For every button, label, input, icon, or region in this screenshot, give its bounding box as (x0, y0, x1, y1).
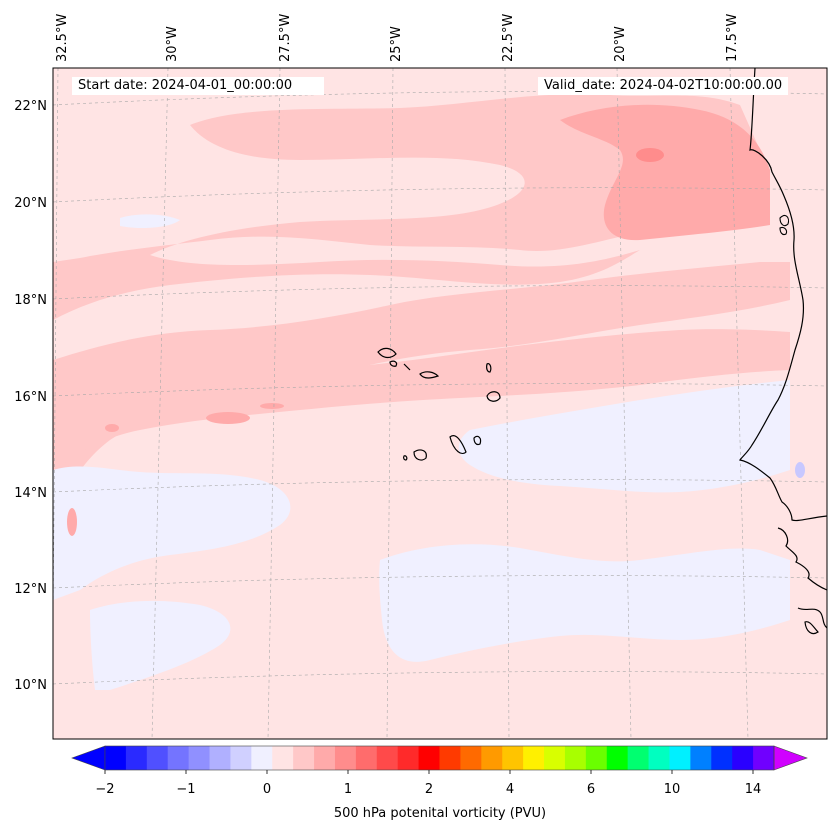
colorbar-swatch (209, 746, 232, 770)
lon-label-30w: 30°W (165, 26, 180, 62)
start-date-label: Start date: 2024-04-01_00:00:00 (72, 77, 324, 95)
pv-neg-patch-west (53, 466, 291, 600)
map-plot-area (53, 68, 827, 739)
pv-spot-1 (636, 148, 664, 162)
lon-label-22-5w: 22.5°W (501, 14, 516, 62)
pv-neg-patch-sw (90, 600, 231, 690)
colorbar-swatch (188, 746, 211, 770)
colorbar-swatch (439, 746, 462, 770)
lat-label-22n: 22°N (14, 99, 47, 114)
colorbar-title: 500 hPa potenital vorticity (PVU) (333, 806, 547, 821)
colorbar-swatch (105, 746, 127, 770)
colorbar-swatch (564, 746, 587, 770)
lon-label-20w: 20°W (613, 26, 628, 62)
colorbar-swatch (606, 746, 629, 770)
colorbar-swatch (627, 746, 650, 770)
lat-label-20n: 20°N (14, 196, 47, 211)
pv-spot-4 (67, 508, 77, 536)
cb-tick-label: −2 (95, 782, 114, 797)
colorbar-tick-labels: −2 −1 0 1 2 4 6 10 14 (95, 782, 761, 797)
cb-tick-label: 10 (664, 782, 681, 797)
colorbar-swatch (125, 746, 148, 770)
colorbar-outline (104, 745, 775, 771)
pv-band-central (53, 329, 790, 470)
lat-label-10n: 10°N (14, 678, 47, 693)
colorbar-swatch (397, 746, 420, 770)
colorbar-swatch (648, 746, 671, 770)
pv-band-north (53, 93, 760, 320)
valid-date-label: Valid_date: 2024-04-02T10:00:00.00 (538, 77, 789, 95)
cb-tick-label: 2 (425, 782, 433, 797)
lat-label-16n: 16°N (14, 390, 47, 405)
cape-verde-islands (377, 347, 501, 461)
coastline-senegal-south (777, 527, 827, 591)
lon-label-25w: 25°W (389, 26, 404, 62)
colorbar-swatch (314, 746, 336, 770)
colorbar-swatch (690, 746, 712, 770)
colorbar-swatch (711, 746, 733, 770)
colorbar (71, 745, 808, 774)
cb-tick-label: 4 (506, 782, 514, 797)
pv-spot-3 (260, 403, 284, 409)
colorbar-swatch (272, 746, 294, 770)
colorbar-swatch (732, 746, 754, 770)
lat-label-14n: 14°N (14, 486, 47, 501)
pv-spot-5 (105, 424, 119, 432)
coastline-guinea (797, 607, 827, 629)
cb-tick-label: 14 (745, 782, 762, 797)
lat-label-18n: 18°N (14, 293, 47, 308)
cb-tick-label: −1 (176, 782, 195, 797)
pv-band-ne (560, 104, 770, 241)
pv-spot-2 (206, 412, 250, 424)
pv-neg-patch-east (458, 380, 790, 493)
colorbar-swatch (669, 746, 691, 770)
colorbar-extend-low (71, 745, 106, 771)
cb-tick-label: 6 (587, 782, 595, 797)
colorbar-swatch (251, 746, 273, 770)
colorbar-swatch (334, 746, 357, 770)
lon-label-32-5w: 32.5°W (55, 14, 70, 62)
cb-tick-label: 1 (344, 782, 352, 797)
longitude-labels: 32.5°W 30°W 27.5°W 25°W 22.5°W 20°W 17.5… (55, 14, 740, 62)
colorbar-swatch (167, 746, 190, 770)
colorbar-swatch (355, 746, 378, 770)
lon-label-27-5w: 27.5°W (278, 14, 293, 62)
colorbar-swatch (544, 746, 566, 770)
colorbar-swatch (230, 746, 252, 770)
colorbar-swatch (418, 746, 441, 770)
colorbar-swatch (293, 746, 315, 770)
cb-tick-label: 0 (263, 782, 271, 797)
colorbar-swatch (376, 746, 399, 770)
pv-neg-patch-nw (120, 214, 180, 228)
colorbar-swatch (481, 746, 503, 770)
pv-neg-patch-south (379, 544, 790, 662)
colorbar-swatch (502, 746, 524, 770)
colorbar-swatch (523, 746, 545, 770)
island-north-coast-2 (779, 226, 788, 236)
colorbar-swatch (460, 746, 482, 770)
colorbar-swatch (585, 746, 608, 770)
graticule (53, 68, 827, 739)
lat-label-12n: 12°N (14, 582, 47, 597)
colorbar-extend-high (773, 745, 808, 771)
pv-band-mid (53, 262, 790, 500)
latitude-labels: 22°N 20°N 18°N 16°N 14°N 12°N 10°N (14, 99, 47, 693)
coastline-africa (739, 68, 827, 522)
coastline-bissau (804, 621, 819, 635)
lon-label-17-5w: 17.5°W (725, 14, 740, 62)
island-north-coast (779, 215, 790, 227)
pv-spot-6 (795, 462, 805, 478)
colorbar-swatch (146, 746, 169, 770)
map-frame (52, 67, 828, 740)
colorbar-swatch (753, 746, 775, 770)
